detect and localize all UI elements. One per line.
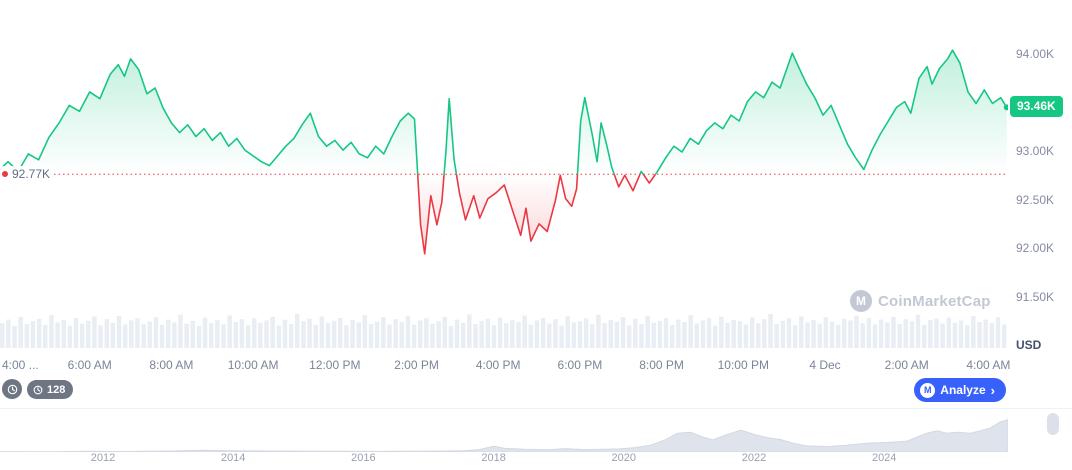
navigator-year-labels: 2012 2014 2016 2018 2020 2022 2024 <box>0 452 1008 468</box>
volume-bars <box>0 314 1007 348</box>
x-axis-label: 8:00 AM <box>149 358 194 372</box>
x-axis-label: 4:00 PM <box>475 358 521 372</box>
y-axis-label: 93.00K <box>1016 144 1055 158</box>
analyze-button[interactable]: M Analyze › <box>914 378 1006 402</box>
chart-controls-row: 128 M Analyze › <box>0 376 1072 406</box>
baseline-price-text: 92.77K <box>12 167 51 181</box>
x-axis-label: 6:00 PM <box>557 358 603 372</box>
x-axis-label: 8:00 PM <box>639 358 684 372</box>
year-label: 2016 <box>351 452 376 464</box>
year-label: 2014 <box>220 452 246 464</box>
y-axis-label: 91.50K <box>1016 289 1055 304</box>
chevron-right-icon: › <box>990 382 995 398</box>
x-axis-label: 2:00 PM <box>394 358 439 372</box>
x-axis-label: 4 Dec <box>809 358 841 372</box>
x-axis-label: 10:00 AM <box>227 358 279 372</box>
x-axis-label: 4:00 ... <box>2 358 39 372</box>
coinmarketcap-logo-icon: M <box>920 382 936 398</box>
price-line-green <box>0 49 1008 175</box>
y-axis-panel: 94.00K 93.00K 92.50K 92.00K 91.50K USD <box>1008 0 1072 352</box>
year-label: 2012 <box>90 452 116 464</box>
history-area-fill <box>0 419 1008 452</box>
last-price-dot <box>1003 104 1008 111</box>
coinmarketcap-watermark: M CoinMarketCap <box>850 290 991 312</box>
x-axis-label: 2:00 AM <box>884 358 929 372</box>
clock-icon <box>7 384 17 394</box>
candle-count-value: 128 <box>47 383 66 396</box>
x-axis-label: 6:00 AM <box>67 358 112 372</box>
year-label: 2024 <box>871 452 897 464</box>
history-range-navigator[interactable] <box>0 412 1008 452</box>
baseline-dot-icon <box>2 171 8 177</box>
currency-unit-label: USD <box>1016 338 1042 352</box>
y-axis-label: 94.00K <box>1016 47 1055 61</box>
price-line-red <box>416 174 657 255</box>
year-label: 2020 <box>611 452 637 464</box>
horizontal-divider <box>0 408 1072 409</box>
price-chart[interactable] <box>0 0 1008 352</box>
x-axis-labels: 4:00 ... 6:00 AM 8:00 AM 10:00 AM 12:00 PM 2:… <box>0 358 1011 376</box>
history-badge[interactable] <box>2 379 22 399</box>
y-axis-label: 92.50K <box>1016 192 1055 207</box>
watermark-text: CoinMarketCap <box>878 292 991 310</box>
x-axis-label: 10:00 PM <box>717 358 769 372</box>
x-axis-label: 12:00 PM <box>309 358 361 372</box>
green-area-fill <box>0 50 1007 175</box>
coinmarketcap-logo-icon: M <box>850 290 872 312</box>
y-axis-label: 92.00K <box>1016 241 1055 255</box>
x-axis-label: 4:00 AM <box>966 358 1011 372</box>
red-area-fill <box>417 174 656 254</box>
baseline-price-label: 92.77K <box>0 166 55 182</box>
year-label: 2018 <box>481 452 506 464</box>
current-price-badge: 93.46K <box>1010 96 1063 118</box>
candle-count-pill[interactable]: 128 <box>27 380 74 399</box>
analyze-button-label: Analyze <box>940 383 986 397</box>
scrollbar-thumb[interactable] <box>1047 413 1059 435</box>
clock-icon <box>33 385 43 394</box>
year-label: 2022 <box>741 452 767 464</box>
